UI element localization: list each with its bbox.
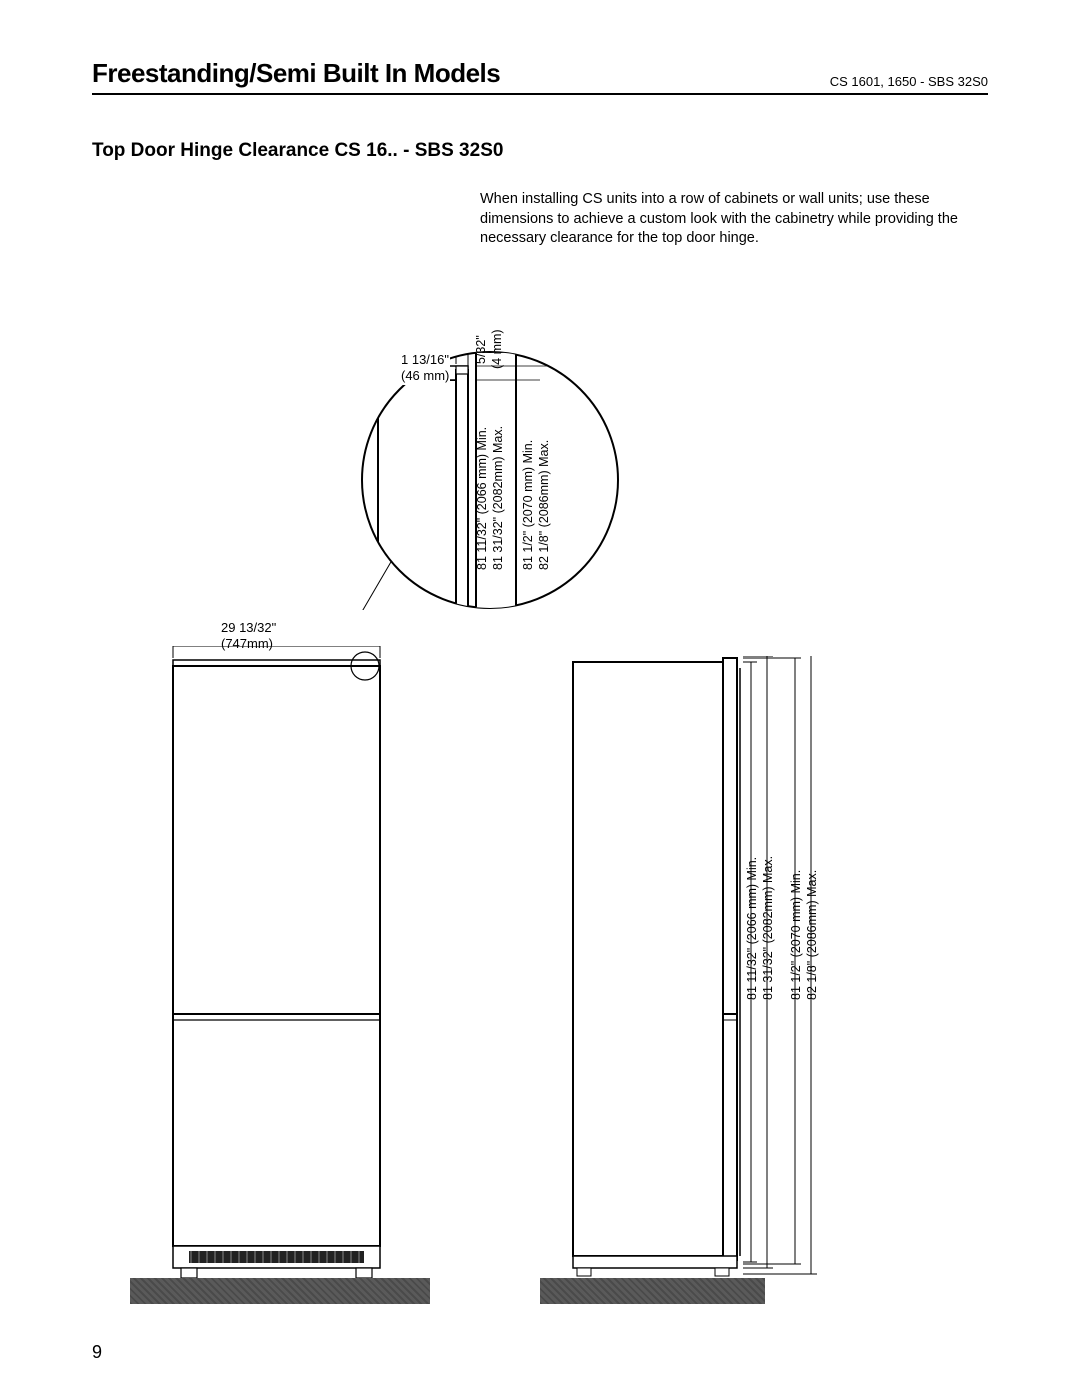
floor-side [540, 1278, 765, 1304]
dim-side-h2: 81 31/32" (2082mm) Max. [761, 856, 775, 1000]
dim-hinge: 1 13/16"(46 mm) [400, 352, 450, 385]
dim-side-h1: 81 11/32" (2066 mm) Min. [745, 857, 759, 1000]
dim-detail-h2: 81 31/32" (2082mm) Max. [491, 426, 505, 570]
instruction-text: When installing CS units into a row of c… [480, 190, 980, 249]
dim-side-h4: 82 1/8" (2086mm) Max. [805, 870, 819, 1000]
dim-gap-in: 5/32" [474, 335, 488, 364]
dim-detail-h4: 82 1/8" (2086mm) Max. [537, 440, 551, 570]
front-view-diagram [165, 646, 395, 1286]
section-title: Top Door Hinge Clearance CS 16.. - SBS 3… [92, 140, 503, 162]
dim-gap-mm: (4 mm) [490, 329, 504, 369]
dim-detail-h3: 81 1/2" (2070 mm) Min. [521, 440, 535, 570]
page-number: 9 [92, 1342, 102, 1363]
floor-front [130, 1278, 430, 1304]
dim-detail-h1: 81 11/32" (2066 mm) Min. [475, 427, 489, 570]
main-title: Freestanding/Semi Built In Models [92, 58, 500, 89]
dim-side-h3: 81 1/2" (2070 mm) Min. [789, 870, 803, 1000]
side-view-diagram [565, 656, 825, 1306]
model-codes: CS 1601, 1650 - SBS 32S0 [830, 74, 988, 89]
